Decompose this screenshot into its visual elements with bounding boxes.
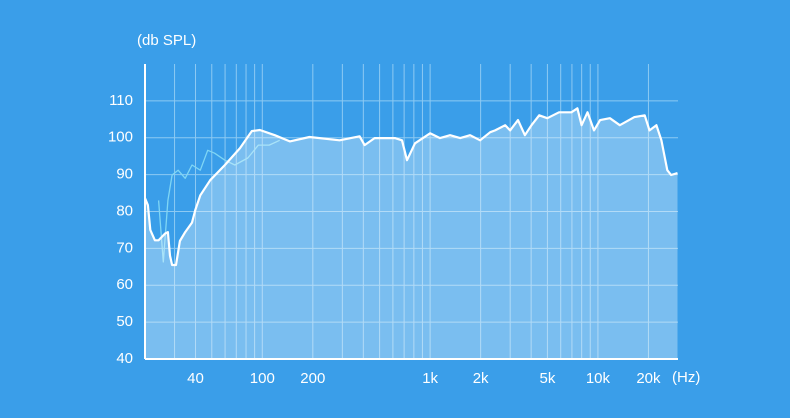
y-tick-label: 110 bbox=[109, 92, 133, 109]
x-tick-label: 1k bbox=[422, 370, 438, 387]
y-tick-label: 80 bbox=[116, 202, 133, 219]
y-tick-label: 100 bbox=[108, 129, 133, 146]
line bbox=[143, 107, 678, 267]
line bbox=[157, 139, 280, 263]
y-tick-label: 40 bbox=[116, 350, 133, 367]
x-tick-label: 2k bbox=[473, 370, 489, 387]
x-tick-label: 5k bbox=[539, 370, 555, 387]
x-tick-label: 100 bbox=[250, 370, 275, 387]
y-tick-label: 50 bbox=[116, 313, 133, 330]
y-axis-label: (db SPL) bbox=[137, 32, 196, 49]
x-tick-label: 40 bbox=[187, 370, 204, 387]
y-tick-label: 60 bbox=[116, 276, 133, 293]
y-tick-label: 70 bbox=[116, 239, 133, 256]
y-tick-label: 90 bbox=[116, 166, 133, 183]
x-tick-label: 10k bbox=[586, 370, 611, 387]
x-tick-label: 20k bbox=[636, 370, 661, 387]
x-axis-label: (Hz) bbox=[672, 369, 700, 386]
x-tick-label: 200 bbox=[300, 370, 325, 387]
area bbox=[145, 108, 678, 359]
